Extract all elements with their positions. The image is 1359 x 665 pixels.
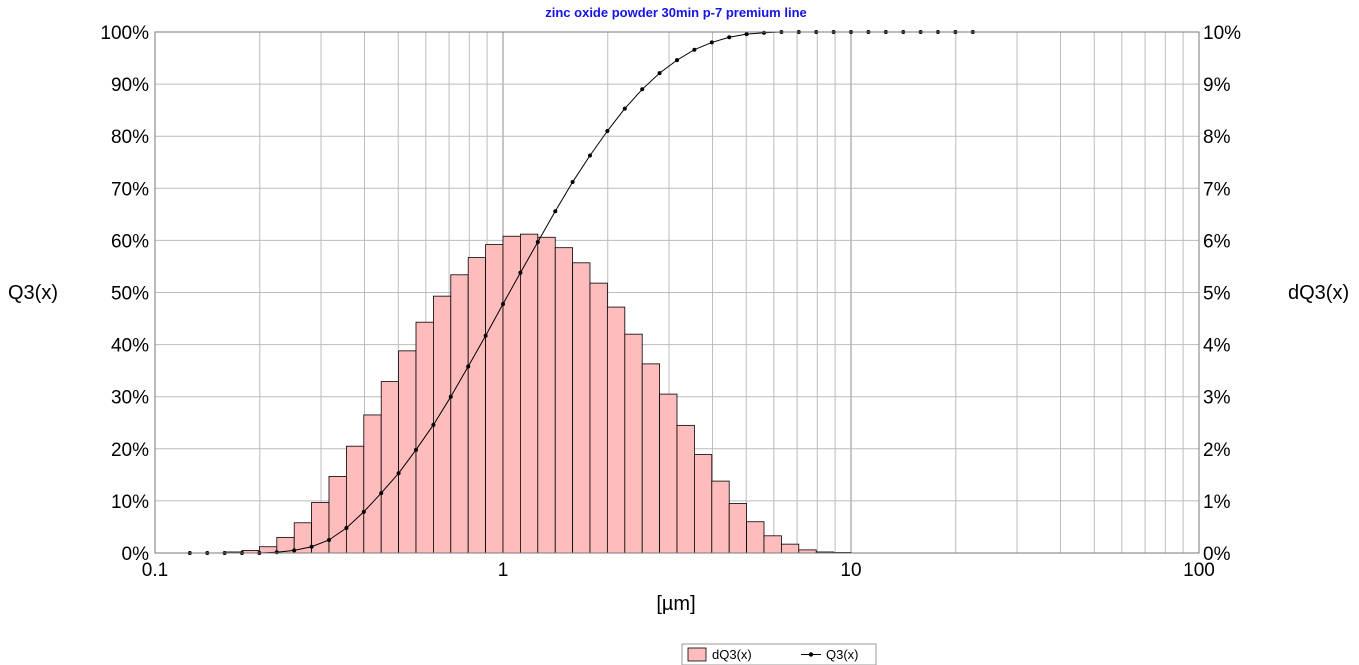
dq3-bar bbox=[728, 503, 748, 554]
dq3-bar bbox=[519, 233, 539, 554]
y-left-tick-label: 90% bbox=[111, 75, 149, 96]
q3-point bbox=[744, 32, 749, 37]
x-axis-label: [µm] bbox=[656, 593, 695, 615]
q3-point bbox=[692, 47, 697, 52]
dq3-bar bbox=[746, 521, 765, 554]
y-left-tick-label: 20% bbox=[111, 440, 149, 461]
q3-point bbox=[709, 40, 714, 45]
y-left-tick-label: 40% bbox=[111, 336, 149, 357]
q3-point bbox=[396, 471, 401, 476]
dq3-bar bbox=[450, 274, 469, 554]
plot-frame bbox=[154, 31, 1200, 554]
y-right-tick-label: 0% bbox=[1203, 544, 1231, 565]
legend-swatch-dq3 bbox=[687, 647, 707, 662]
y-left-tick-label: 80% bbox=[111, 127, 149, 148]
dq3-bar bbox=[676, 424, 695, 554]
q3-point bbox=[344, 525, 349, 530]
left-axis-ticks: 0% 10% 20% 30% 40% 50% 60% 70% 80% 90% 100% bbox=[100, 23, 149, 565]
legend-label-q3: Q3(x) bbox=[826, 647, 859, 662]
y-left-tick-label: 60% bbox=[111, 231, 149, 252]
dq3-bar bbox=[328, 476, 347, 554]
dq3-bar bbox=[763, 535, 782, 554]
x-tick-label: 0.1 bbox=[142, 560, 168, 581]
dq3-bar bbox=[363, 414, 382, 554]
dq3-bar bbox=[641, 363, 660, 554]
dq3-bar bbox=[502, 235, 521, 554]
legend-marker-q3 bbox=[808, 652, 814, 657]
y-axis-right-label: dQ3(x) bbox=[1288, 282, 1349, 304]
y-left-tick-label: 0% bbox=[122, 544, 150, 565]
q3-point bbox=[413, 447, 418, 452]
dq3-bar bbox=[554, 247, 574, 554]
dq3-bar bbox=[345, 445, 365, 554]
y-left-tick-label: 100% bbox=[100, 23, 149, 44]
q3-point bbox=[622, 106, 627, 111]
q3-point bbox=[448, 394, 453, 399]
dq3-bar bbox=[398, 350, 417, 554]
x-tick-label: 10 bbox=[840, 560, 861, 581]
x-axis-ticks: 0.1 1 10 100 bbox=[142, 560, 1215, 581]
legend: dQ3(x) Q3(x) bbox=[681, 643, 877, 665]
y-left-tick-label: 10% bbox=[111, 492, 149, 513]
dq3-bar bbox=[711, 480, 730, 554]
y-right-tick-label: 9% bbox=[1203, 75, 1231, 96]
dq3-bar bbox=[537, 236, 556, 554]
x-tick-label: 100 bbox=[1183, 560, 1215, 581]
q3-point bbox=[274, 550, 279, 555]
q3-point bbox=[466, 364, 471, 369]
q3-point bbox=[674, 58, 679, 63]
right-axis-ticks: 0% 1% 2% 3% 4% 5% 6% 7% 8% 9% 10% bbox=[1203, 23, 1241, 565]
q3-point bbox=[379, 491, 384, 496]
y-left-tick-label: 50% bbox=[111, 284, 149, 305]
y-right-tick-label: 10% bbox=[1203, 23, 1241, 44]
y-axis-left-label: Q3(x) bbox=[8, 282, 58, 304]
q3-point bbox=[501, 301, 505, 306]
y-right-tick-label: 8% bbox=[1203, 127, 1231, 148]
y-right-tick-label: 7% bbox=[1203, 179, 1231, 200]
q3-point bbox=[570, 180, 575, 185]
q3-point bbox=[640, 87, 645, 92]
dq3-bar bbox=[624, 333, 643, 554]
x-tick-label: 1 bbox=[498, 560, 509, 581]
y-left-tick-label: 70% bbox=[111, 179, 149, 200]
q3-point bbox=[309, 544, 314, 549]
dq3-bar bbox=[589, 282, 608, 554]
dq3-bar bbox=[693, 454, 713, 554]
chart-title: zinc oxide powder 30min p-7 premium line bbox=[545, 5, 807, 20]
y-right-tick-label: 3% bbox=[1203, 388, 1231, 409]
q3-point bbox=[326, 537, 331, 542]
q3-point bbox=[361, 509, 366, 514]
legend-box bbox=[681, 643, 877, 665]
y-left-tick-label: 30% bbox=[111, 388, 149, 409]
q3-point bbox=[483, 333, 488, 338]
dq3-bar bbox=[606, 306, 626, 554]
y-right-tick-label: 1% bbox=[1203, 492, 1231, 513]
dq3-bar bbox=[380, 381, 400, 554]
q3-point bbox=[518, 270, 523, 275]
q3-point bbox=[727, 35, 732, 40]
dq3-bar bbox=[781, 543, 800, 554]
y-right-tick-label: 5% bbox=[1203, 284, 1231, 305]
dq3-bar bbox=[433, 295, 452, 554]
y-right-tick-label: 4% bbox=[1203, 336, 1231, 357]
grid bbox=[155, 32, 1199, 553]
q3-point bbox=[431, 422, 436, 427]
dq3-bar bbox=[572, 262, 591, 554]
legend-label-dq3: dQ3(x) bbox=[712, 647, 752, 662]
q3-point bbox=[761, 30, 766, 35]
q3-point bbox=[587, 153, 592, 158]
dq3-bar bbox=[485, 244, 504, 554]
q3-point bbox=[292, 548, 297, 553]
q3-point bbox=[535, 239, 540, 244]
dq3-bar bbox=[467, 257, 487, 554]
dq3-bar bbox=[659, 393, 678, 554]
q3-point bbox=[605, 128, 610, 133]
q3-point bbox=[657, 71, 662, 76]
dq3-bars bbox=[224, 233, 852, 554]
q3-point bbox=[553, 209, 558, 214]
y-right-tick-label: 2% bbox=[1203, 440, 1231, 461]
y-right-tick-label: 6% bbox=[1203, 231, 1231, 252]
